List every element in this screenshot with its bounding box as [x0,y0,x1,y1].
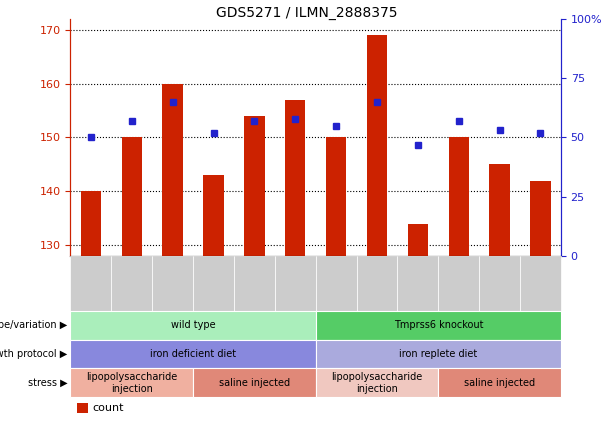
Bar [489,165,510,256]
Bar [152,19,193,256]
Bar [438,19,479,256]
Text: GDS5271 / ILMN_2888375: GDS5271 / ILMN_2888375 [216,6,397,20]
Bar [479,19,520,256]
Text: stress ▶: stress ▶ [28,378,67,388]
Bar [81,191,101,256]
Text: growth protocol ▶: growth protocol ▶ [0,349,67,359]
Bar [162,84,183,256]
Bar [326,137,346,256]
Text: wild type: wild type [171,320,215,330]
Text: lipopolysaccharide
injection: lipopolysaccharide injection [332,372,422,394]
Bar [121,137,142,256]
Text: genotype/variation ▶: genotype/variation ▶ [0,320,67,330]
Text: saline injected: saline injected [219,378,290,388]
Text: lipopolysaccharide
injection: lipopolysaccharide injection [86,372,177,394]
Bar [367,35,387,256]
Bar [408,224,428,256]
Text: saline injected: saline injected [464,378,535,388]
Text: count: count [92,403,123,413]
Bar [530,181,550,256]
Bar [204,175,224,256]
Bar [449,137,469,256]
Bar [357,19,397,256]
Bar [112,19,152,256]
Bar [70,19,112,256]
Bar [234,19,275,256]
Text: iron deficient diet: iron deficient diet [150,349,236,359]
Bar [520,19,561,256]
Bar [275,19,316,256]
Bar [193,19,234,256]
Bar [397,19,438,256]
Bar [285,100,305,256]
Bar [244,116,265,256]
Text: Tmprss6 knockout: Tmprss6 knockout [394,320,483,330]
Text: iron replete diet: iron replete diet [399,349,478,359]
Bar [316,19,357,256]
